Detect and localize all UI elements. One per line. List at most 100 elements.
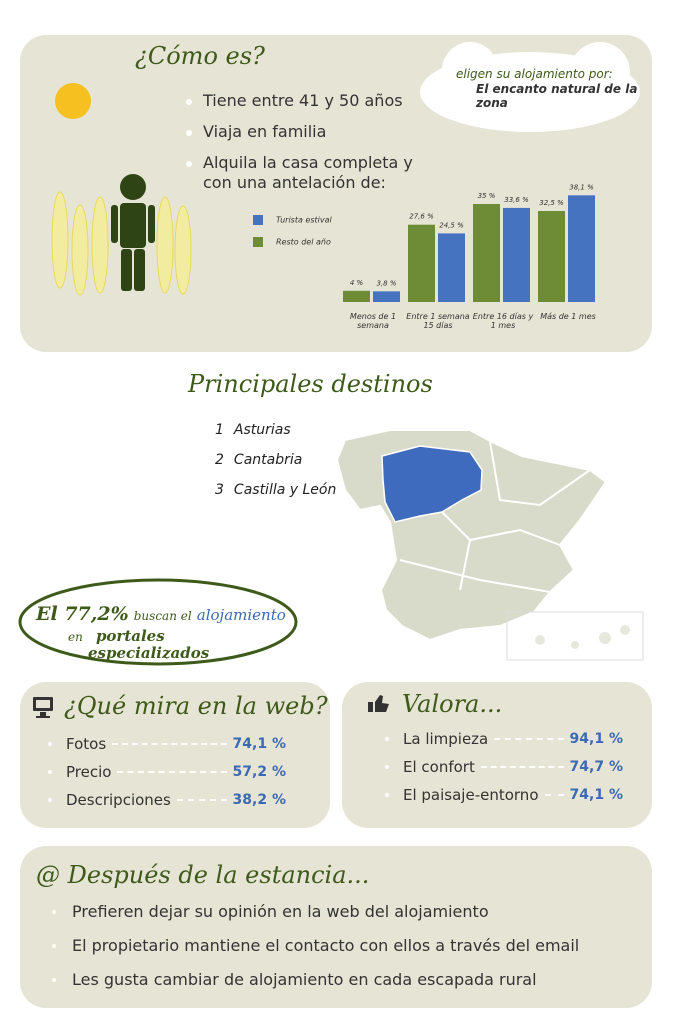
item-value: 74,1 % [232,736,286,752]
thumb-icon [368,695,389,712]
bullet [52,978,56,982]
highlight-line2: en portales [68,626,165,645]
leader [176,799,227,801]
destinations-title: Principales destinos [188,370,433,398]
profile-bullet: Viaja en familia [203,122,327,141]
profile-bullet: Alquila la casa completa y con una antel… [203,153,413,192]
legend-label: Resto del año [276,238,331,247]
valora-title: Valora... [402,690,503,718]
value-label: 32,5 % [539,199,564,207]
value-label: 24,5 % [439,221,464,229]
web-title: ¿Qué mira en la web? [64,692,328,720]
cloud-answer: El encanto natural de la zona [476,82,638,110]
legend-swatch [253,237,263,247]
legend-label: Turista estival [276,216,333,225]
bullet [186,99,192,105]
rank: 3 [215,482,224,498]
list-row: La limpieza 94,1 % [403,730,623,748]
list-row: El paisaje-entorno 74,1 % [403,786,623,804]
bar [408,224,435,302]
item-label: El confort [403,758,475,776]
cloud [570,42,630,102]
bar [538,211,565,302]
rank: 1 [215,422,224,438]
leader [117,771,227,773]
bar [373,291,400,302]
item-value: 74,7 % [569,759,623,775]
leader [544,794,564,796]
bullet [385,765,389,769]
canary-inset [506,611,644,661]
map-castilla-leon [381,445,483,523]
bar [568,195,595,302]
item-value: 57,2 % [232,764,286,780]
bullet [48,798,52,802]
highlight-text: alojamiento [196,606,286,624]
item-label: La limpieza [403,730,489,748]
rank: 2 [215,452,224,468]
bullet [385,737,389,741]
web-panel [20,682,330,828]
highlight-text: portales [95,627,165,645]
bullet [186,130,192,136]
x-tick-label: Menos de 1 semana [349,312,397,330]
item-label: Descripciones [66,791,171,809]
item-value: 94,1 % [569,731,623,747]
bar [343,290,370,302]
highlight-line1: El 77,2% buscan el alojamiento [36,603,286,625]
value-label: 35 % [478,192,496,200]
after-panel [20,846,652,1008]
highlight-oval [18,578,298,666]
value-label: 4 % [350,279,364,287]
bar [438,233,465,302]
destination-name: Castilla y León [233,482,337,498]
list-row: Descripciones 38,2 % [66,791,286,809]
destination: 1 Asturias [215,422,291,438]
value-label: 27,6 % [409,213,434,221]
profile-title: ¿Cómo es? [135,42,265,70]
bullet [52,944,56,948]
x-tick-label: Entre 16 días y 1 mes [472,312,534,330]
list-row: Precio 57,2 % [66,763,286,781]
item-label: El paisaje-entorno [403,786,539,804]
bullet [48,742,52,746]
bullet [48,770,52,774]
bullet [385,793,389,797]
value-label: 3,8 % [376,279,396,287]
wheat [51,191,192,296]
canary-islands [535,625,630,649]
after-item: Prefieren dejar su opinión en la web del… [72,902,489,921]
highlight-text: en [68,630,83,644]
monitor-screen [36,700,50,708]
item-value: 38,2 % [232,792,286,808]
legend-swatch [253,215,263,225]
x-tick-label: Más de 1 mes [540,312,596,321]
destination-name: Asturias [233,422,291,438]
cloud [442,42,498,98]
value-label: 38,1 % [569,183,594,191]
item-value: 74,1 % [569,787,623,803]
bar [503,207,530,302]
list-row: El confort 74,7 % [403,758,623,776]
bullet [186,161,192,167]
leader [480,766,564,768]
highlight-figure: El 77,2% [36,603,129,625]
after-title: @ Después de la estancia... [36,861,370,889]
value-label: 33,6 % [504,196,529,204]
after-item: El propietario mantiene el contacto con … [72,936,580,955]
after-item: Les gusta cambiar de alojamiento en cada… [72,970,537,989]
person [111,174,155,291]
profile-bullet: Tiene entre 41 y 50 años [203,91,403,110]
highlight-text: especializados [88,644,210,662]
destination-name: Cantabria [233,452,303,468]
list-row: Fotos 74,1 % [66,735,286,753]
leader [494,738,564,740]
x-tick-label: Entre 1 semana 15 días [406,312,470,330]
cloud-intro: eligen su alojamiento por: [456,67,613,81]
bar [473,204,500,302]
highlight-text: buscan el [133,609,192,623]
leader [112,743,227,745]
valora-panel [342,682,652,828]
